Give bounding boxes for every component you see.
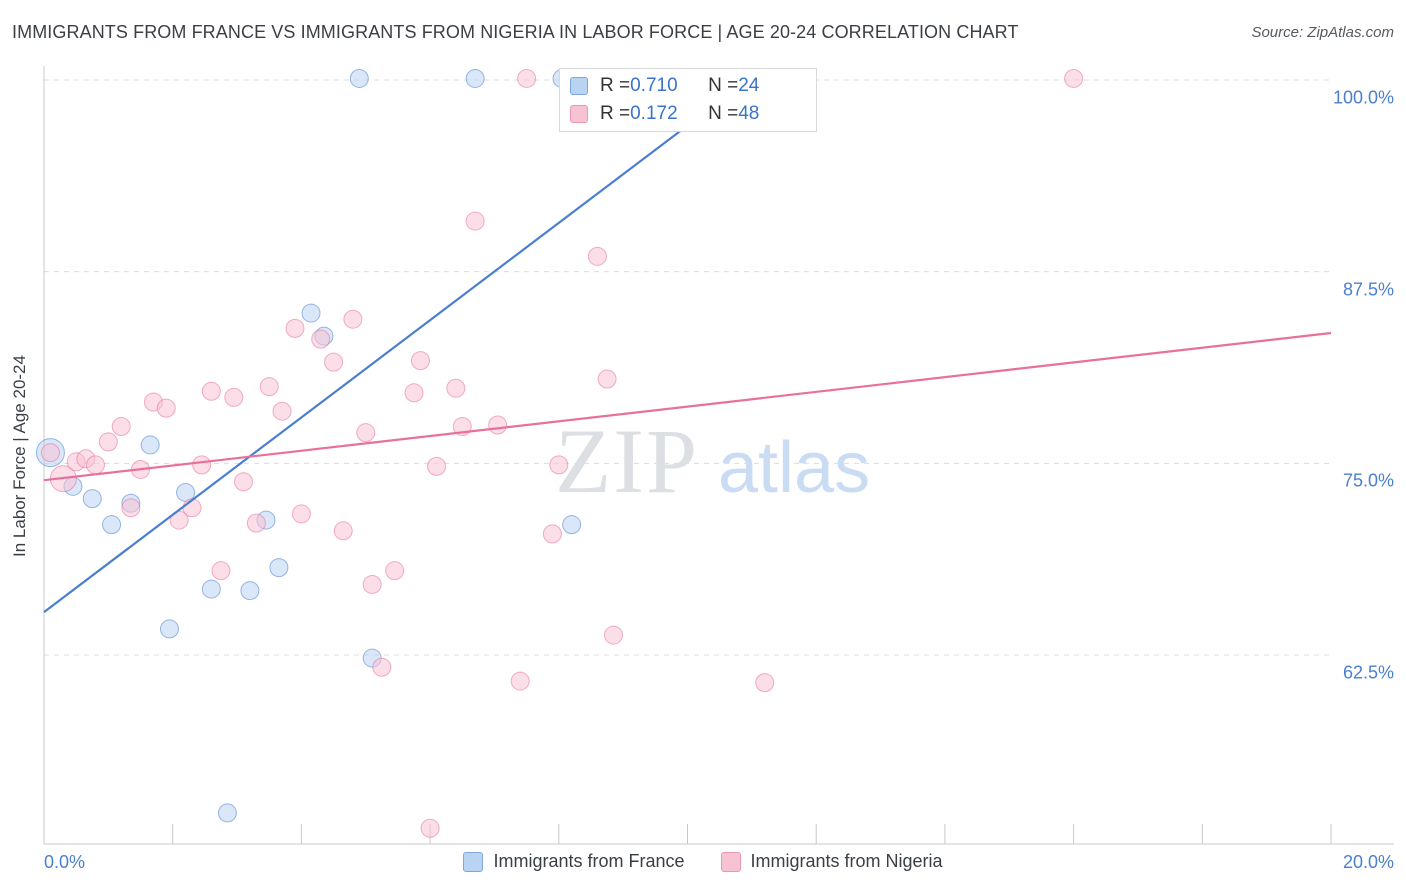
data-point xyxy=(291,504,311,524)
source-label: Source: ZipAtlas.com xyxy=(1251,24,1394,41)
data-point xyxy=(240,581,260,601)
data-point xyxy=(446,378,466,398)
legend-n-value: 48 xyxy=(738,103,760,124)
data-point xyxy=(427,456,447,476)
series-legend-nigeria: Immigrants from Nigeria xyxy=(720,851,943,872)
data-point xyxy=(362,574,382,594)
data-point xyxy=(233,472,253,492)
data-point xyxy=(272,401,292,421)
trend-line-nigeria xyxy=(43,331,1332,482)
legend-n-label: N = xyxy=(708,103,739,124)
correlation-legend: R = 0.710 N = 24 R = 0.172 N = 48 xyxy=(559,68,817,132)
data-point xyxy=(40,443,60,463)
y-axis-label: In Labor Force | Age 20-24 xyxy=(10,355,29,557)
data-point xyxy=(102,515,122,535)
data-point xyxy=(488,415,508,435)
legend-r-value: 0.172 xyxy=(630,103,678,124)
x-tick-label: 20.0% xyxy=(1342,852,1394,872)
legend-r-label: R = xyxy=(600,75,631,96)
series-legend-france: Immigrants from France xyxy=(463,851,685,872)
data-point xyxy=(372,657,392,677)
data-point xyxy=(217,803,237,823)
grid-lines xyxy=(44,79,1331,656)
y-tick-label: 62.5% xyxy=(1342,662,1394,683)
data-point xyxy=(404,383,424,403)
legend-n-value: 24 xyxy=(738,75,760,96)
data-point xyxy=(98,432,118,452)
y-tick-label: 100.0% xyxy=(1332,87,1394,108)
data-point xyxy=(465,68,485,88)
data-point xyxy=(542,524,562,544)
watermark-atlas: atlas xyxy=(718,428,870,508)
data-point xyxy=(603,625,623,645)
legend-row-nigeria: R = 0.172 N = 48 xyxy=(570,102,759,126)
data-point xyxy=(140,435,160,455)
data-point xyxy=(356,423,376,443)
data-point xyxy=(597,369,617,389)
y-tick-label: 75.0% xyxy=(1342,470,1394,491)
data-point xyxy=(324,352,344,372)
series-label-france: Immigrants from France xyxy=(493,851,685,871)
data-point xyxy=(587,246,607,266)
series-swatch-nigeria xyxy=(720,851,741,872)
data-point xyxy=(201,579,221,599)
data-point xyxy=(85,455,105,475)
series-points-nigeria xyxy=(40,68,1084,838)
watermark-zip: ZIP xyxy=(555,410,699,512)
legend-r-label: R = xyxy=(600,103,631,124)
trend-lines xyxy=(43,76,1332,613)
data-point xyxy=(311,329,331,349)
series-swatch-france xyxy=(463,851,484,872)
data-point xyxy=(510,671,530,691)
data-point xyxy=(333,521,353,541)
legend-r-value: 0.710 xyxy=(630,75,678,96)
legend-row-france: R = 0.710 N = 24 xyxy=(570,74,759,98)
data-point xyxy=(159,619,179,639)
legend-swatch-france xyxy=(570,77,588,95)
legend-swatch-nigeria xyxy=(570,105,588,123)
data-point xyxy=(420,818,440,838)
x-tick-label: 0.0% xyxy=(44,852,86,872)
data-point xyxy=(201,381,221,401)
data-point xyxy=(192,455,212,475)
watermark: ZIP atlas xyxy=(555,410,870,512)
data-point xyxy=(246,513,266,533)
chart-title: IMMIGRANTS FROM FRANCE VS IMMIGRANTS FRO… xyxy=(12,22,1019,42)
data-point xyxy=(259,377,279,397)
data-point xyxy=(82,489,102,509)
series-legend: Immigrants from France Immigrants from N… xyxy=(0,851,1406,872)
data-point xyxy=(111,417,131,437)
data-point xyxy=(410,351,430,371)
data-point xyxy=(549,455,569,475)
data-point xyxy=(301,303,321,323)
data-point xyxy=(349,68,369,88)
data-point xyxy=(517,68,537,88)
data-point xyxy=(224,387,244,407)
data-point xyxy=(211,561,231,581)
trend-line-france xyxy=(43,76,753,613)
data-point xyxy=(465,211,485,231)
data-point xyxy=(562,515,582,535)
data-point xyxy=(385,561,405,581)
series-label-nigeria: Immigrants from Nigeria xyxy=(750,851,943,871)
data-point xyxy=(1064,68,1084,88)
data-point xyxy=(156,398,176,418)
legend-n-label: N = xyxy=(708,75,739,96)
data-point xyxy=(121,498,141,518)
data-point xyxy=(269,558,289,578)
data-point xyxy=(755,673,775,693)
data-point xyxy=(285,318,305,338)
y-tick-label: 87.5% xyxy=(1342,279,1394,300)
data-point xyxy=(343,309,363,329)
